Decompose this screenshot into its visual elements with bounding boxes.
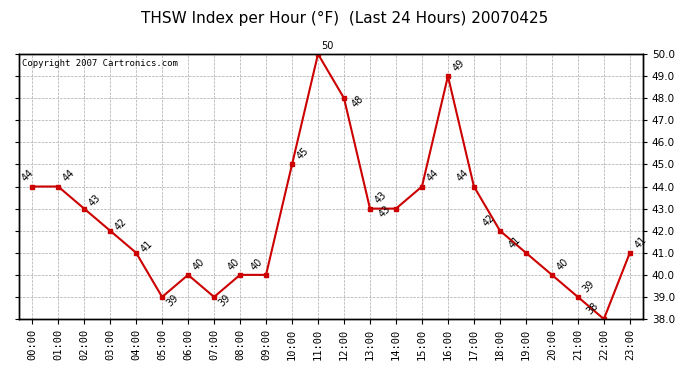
Text: 42: 42 [113, 216, 129, 232]
Text: 43: 43 [87, 193, 103, 208]
Text: 45: 45 [295, 146, 310, 162]
Text: 41: 41 [139, 238, 155, 254]
Text: 40: 40 [226, 256, 242, 272]
Text: 40: 40 [249, 256, 265, 272]
Text: 39: 39 [581, 278, 596, 294]
Text: 49: 49 [451, 58, 466, 74]
Text: 42: 42 [480, 212, 496, 228]
Text: 39: 39 [165, 292, 181, 308]
Text: 40: 40 [555, 256, 571, 272]
Text: 50: 50 [321, 41, 333, 51]
Text: 43: 43 [373, 190, 388, 206]
Text: 44: 44 [425, 168, 440, 184]
Text: 38: 38 [584, 300, 600, 316]
Text: 48: 48 [350, 94, 365, 109]
Text: 41: 41 [633, 234, 649, 250]
Text: Copyright 2007 Cartronics.com: Copyright 2007 Cartronics.com [22, 59, 178, 68]
Text: 44: 44 [61, 168, 77, 184]
Text: THSW Index per Hour (°F)  (Last 24 Hours) 20070425: THSW Index per Hour (°F) (Last 24 Hours)… [141, 11, 549, 26]
Text: 44: 44 [455, 168, 470, 184]
Text: 40: 40 [191, 256, 206, 272]
Text: 41: 41 [506, 234, 522, 250]
Text: 39: 39 [217, 292, 233, 308]
Text: 44: 44 [19, 168, 35, 184]
Text: 43: 43 [377, 204, 392, 220]
